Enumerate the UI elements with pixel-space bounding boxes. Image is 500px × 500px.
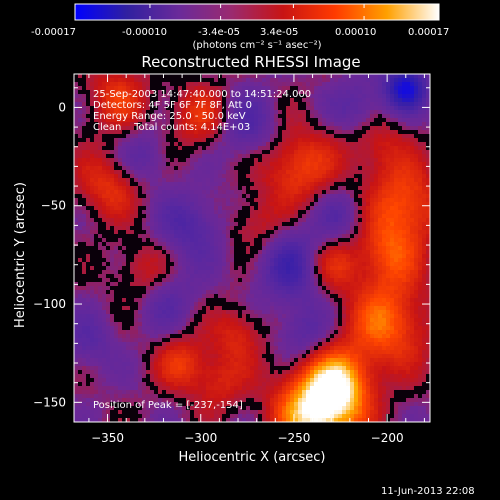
colorbar-tick-label-2: -3.4e-05 (198, 27, 240, 38)
heatmap-image (74, 74, 430, 422)
colorbar-strip (74, 3, 440, 21)
y-tick-label: −50 (41, 199, 66, 213)
colorbar-tick-label-0: -0.00017 (31, 27, 76, 38)
colorbar-tick-label-3: 3.4e-05 (260, 27, 298, 38)
x-axis-ticks (88, 74, 425, 422)
colorbar: -0.00017 -0.00010 -3.4e-05 3.4e-05 0.000… (31, 3, 449, 51)
x-axis-label: Heliocentric X (arcsec) (179, 450, 326, 465)
info-line-detectors: Detectors: 4F 5F 6F 7F 8F, Att 0 (93, 100, 252, 111)
info-line-energy-range: Energy Range: 25.0 - 50.0 keV (93, 111, 246, 122)
x-tick-label: −250 (277, 431, 310, 445)
info-line-total-counts: Clean Total counts: 4.14E+03 (93, 122, 250, 133)
x-tick-label: −300 (184, 431, 217, 445)
peak-position-label: Position of Peak = [-237,-154] (93, 400, 243, 411)
x-tick-label: −350 (91, 431, 124, 445)
y-axis-ticks (74, 87, 430, 423)
plot-frame (73, 73, 431, 423)
colorbar-ticks (74, 4, 440, 20)
colorbar-units-label: (photons cm⁻² s⁻¹ asec⁻²) (192, 40, 321, 51)
info-annotation: 25-Sep-2003 14:47:40.000 to 14:51:24.000… (93, 89, 311, 133)
colorbar-tick-label-1: -0.00010 (122, 27, 167, 38)
y-tick-label: −150 (33, 395, 66, 409)
info-line-time-range: 25-Sep-2003 14:47:40.000 to 14:51:24.000 (93, 89, 311, 100)
chart-title: Reconstructed RHESSI Image (141, 53, 360, 71)
colorbar-tick-label-4: 0.00010 (335, 27, 376, 38)
date-stamp: 11-Jun-2013 22:08 (381, 486, 475, 497)
y-axis-label: Heliocentric Y (arcsec) (13, 182, 28, 328)
y-tick-label: 0 (58, 100, 66, 114)
x-tick-label: −200 (371, 431, 404, 445)
colorbar-tick-label-5: 0.00017 (408, 27, 449, 38)
y-tick-label: −100 (33, 297, 66, 311)
